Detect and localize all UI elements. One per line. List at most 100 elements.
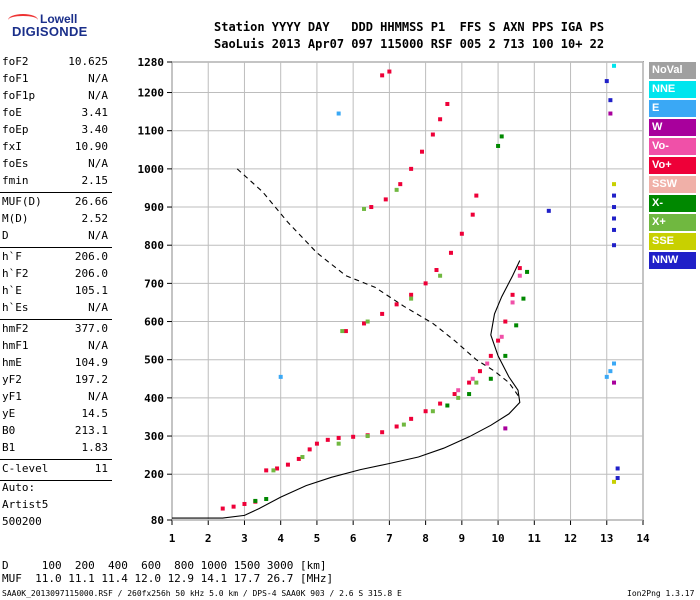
legend-item-x: X- [649, 195, 696, 212]
param-value: 3.41 [81, 106, 109, 119]
footer-version: Ion2Png 1.3.17 [627, 589, 695, 598]
x-tick-label: 1 [169, 532, 176, 545]
point-nnw [608, 98, 613, 103]
param-value: N/A [88, 390, 108, 403]
point-x [445, 403, 450, 408]
param-value: 1.83 [81, 441, 109, 454]
param-row-hf: h`F 206.0 [0, 250, 112, 267]
param-row-hmf2: hmF2 377.0 [0, 322, 112, 339]
point-vo [423, 281, 428, 286]
y-tick-label: 500 [144, 354, 164, 367]
point-vo [438, 117, 443, 122]
point-vo [325, 437, 330, 442]
legend-item-w: W [649, 119, 696, 136]
point-vo [474, 193, 479, 198]
param-row-mufd: MUF(D) 26.66 [0, 195, 112, 212]
point-x [394, 187, 399, 192]
x-tick-label: 11 [528, 532, 542, 545]
logo-swoosh [8, 14, 38, 26]
point-x [253, 498, 258, 503]
point-vo [510, 300, 515, 305]
point-vo [496, 338, 501, 343]
param-row-fof1p: foF1p N/A [0, 89, 112, 106]
param-value: N/A [88, 229, 108, 242]
y-tick-label: 400 [144, 392, 164, 405]
point-e [336, 111, 341, 116]
x-tick-label: 6 [350, 532, 357, 545]
param-label: h`F2 [2, 267, 29, 280]
param-row-fxi: fxI 10.90 [0, 140, 112, 157]
y-tick-label: 1000 [138, 163, 165, 176]
param-value: N/A [88, 72, 108, 85]
point-vo [477, 369, 482, 374]
y-tick-label: 900 [144, 201, 164, 214]
legend-item-x: X+ [649, 214, 696, 231]
param-row-hme: hmE 104.9 [0, 356, 112, 373]
param-row-md: M(D) 2.52 [0, 212, 112, 229]
point-vo [285, 462, 290, 467]
point-x [271, 468, 276, 473]
auto-artist: Artist5 [2, 498, 49, 511]
param-value: N/A [88, 157, 108, 170]
param-row-fof2: foF2 10.625 [0, 55, 112, 72]
y-tick-label: 1100 [138, 125, 165, 138]
point-vo [394, 424, 399, 429]
header-line2: SaoLuis 2013 Apr07 097 115000 RSF 005 2 … [214, 37, 605, 51]
param-row-d: D N/A [0, 229, 112, 246]
point-vo [503, 319, 508, 324]
param-label: yF2 [2, 373, 22, 386]
param-value: 213.1 [74, 424, 108, 437]
point-vo [336, 435, 341, 440]
point-x [336, 441, 341, 446]
point-vo [488, 353, 493, 358]
x-tick-label: 12 [564, 532, 577, 545]
point-vo [517, 266, 522, 271]
param-row-fof1: foF1 N/A [0, 72, 112, 89]
point-vo [380, 311, 385, 316]
point-vo [510, 292, 515, 297]
legend-item-noval: NoVal [649, 62, 696, 79]
param-row-fmin: fmin 2.15 [0, 174, 112, 191]
param-label: foF1p [2, 89, 36, 102]
param-row-foe: foE 3.41 [0, 106, 112, 123]
x-tick-label: 13 [600, 532, 613, 545]
y-tick-label: 300 [144, 430, 164, 443]
point-vo [499, 334, 504, 339]
point-x [409, 296, 414, 301]
point-x [499, 134, 504, 139]
point-vo [409, 292, 414, 297]
x-tick-label: 8 [422, 532, 429, 545]
point-vo [452, 392, 457, 397]
point-vo [343, 329, 348, 334]
param-label: M(D) [2, 212, 29, 225]
param-value: 26.66 [74, 195, 108, 208]
y-tick-label: 600 [144, 316, 164, 329]
point-vo [362, 321, 367, 326]
logo-line1: Lowell [40, 12, 78, 26]
point-sse [612, 182, 617, 187]
legend-item-e: E [649, 100, 696, 117]
param-value: 2.15 [81, 174, 109, 187]
param-label: foF2 [2, 55, 29, 68]
point-vo [231, 504, 236, 509]
point-x [456, 395, 461, 400]
param-value: 3.40 [81, 123, 109, 136]
point-vo [314, 441, 319, 446]
point-x [300, 455, 305, 460]
param-value: 10.625 [68, 55, 108, 68]
param-value: 206.0 [74, 250, 108, 263]
point-x [264, 497, 269, 502]
param-value: 14.5 [81, 407, 109, 420]
x-tick-label: 14 [636, 532, 650, 545]
param-row-foes: foEs N/A [0, 157, 112, 174]
point-x [438, 273, 443, 278]
param-value: 105.1 [74, 284, 108, 297]
x-tick-label: 10 [491, 532, 504, 545]
param-label: hmF1 [2, 339, 29, 352]
legend-item-ssw: SSW [649, 176, 696, 193]
point-vo [517, 273, 522, 278]
point-vo [409, 166, 414, 171]
param-label: C-level [2, 462, 49, 475]
param-row-b1: B1 1.83 [0, 441, 112, 458]
